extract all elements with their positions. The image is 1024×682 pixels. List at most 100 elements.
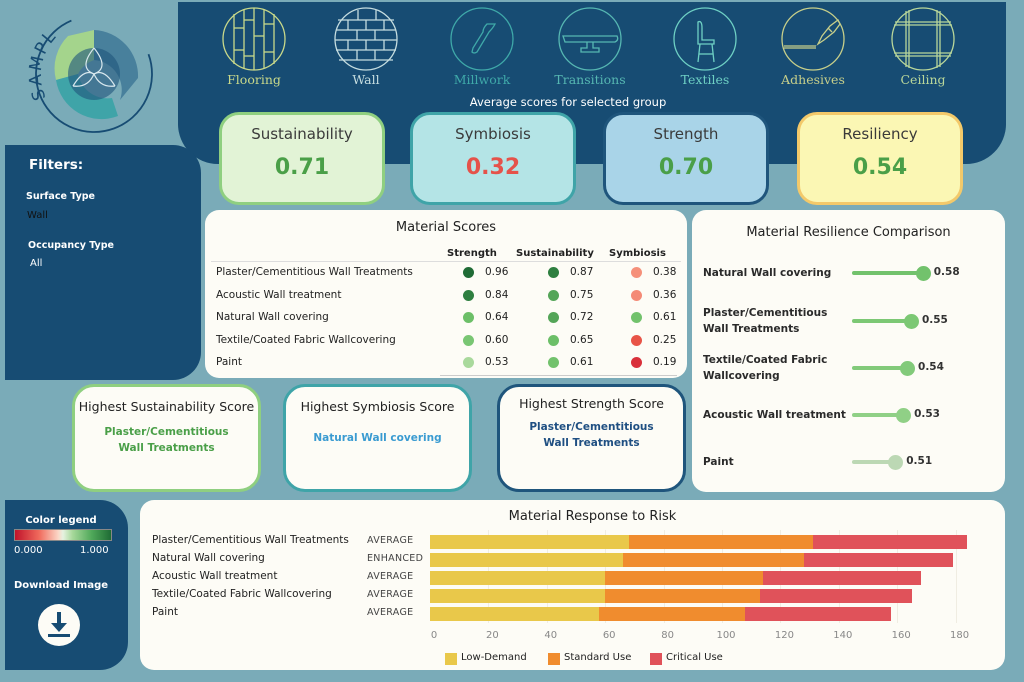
sustainability-value: 0.72: [570, 311, 594, 323]
category-flooring[interactable]: Flooring: [214, 6, 294, 87]
category-label: Flooring: [227, 72, 281, 87]
chair-icon: [673, 7, 737, 71]
sustainability-value: 0.65: [570, 333, 594, 346]
material-name: Textile/Coated Fabric Wallcovering: [216, 333, 396, 346]
flooring-icon: [222, 7, 286, 71]
category-ceiling[interactable]: Ceiling: [883, 6, 963, 87]
color-legend-title: Color legend: [25, 515, 97, 526]
color-legend-panel: Color legend 0.000 1.000 Download Image: [5, 500, 128, 670]
sampl-logo: SAMPL: [26, 8, 158, 133]
strength-dot: [463, 267, 474, 278]
strength-dot: [463, 334, 474, 346]
legend-label: Critical Use: [666, 652, 723, 663]
material-name: Natural Wall covering: [216, 311, 329, 323]
category-textiles[interactable]: Textiles: [665, 6, 745, 87]
sustainability-dot: [548, 267, 559, 278]
column-header-symbiosis: Symbiosis: [609, 248, 666, 259]
sustainability-value: 0.61: [570, 356, 594, 368]
material-resilience-panel: Material Resilience Comparison Natural W…: [692, 210, 1005, 492]
x-tick-label: 20: [486, 630, 499, 641]
download-icon: [48, 612, 70, 637]
material-scores-panel: Material Scores Strength Sustainability …: [205, 210, 687, 378]
risk-level-label: AVERAGE: [367, 589, 414, 600]
resilience-value: 0.55: [921, 314, 948, 326]
symbiosis-score-card: Symbiosis 0.32: [410, 112, 576, 205]
resilience-value: 0.53: [914, 408, 940, 420]
sustainability-dot: [548, 334, 559, 346]
category-label: Ceiling: [900, 72, 946, 87]
bar-segment-critical-use: [745, 607, 892, 621]
strength-value: 0.53: [485, 356, 509, 368]
risk-category-label: Textile/Coated Fabric Wallcovering: [152, 588, 332, 600]
download-button[interactable]: [38, 604, 80, 646]
risk-category-label: Plaster/Cementitious Wall Treatments: [152, 534, 349, 546]
category-adhesives[interactable]: Adhesives: [773, 6, 853, 87]
resilience-value: 0.54: [918, 361, 944, 373]
x-tick-label: 140: [833, 630, 853, 641]
table-row: Textile/Coated Fabric Wallcovering 0.60 0.…: [216, 330, 687, 352]
strength-dot: [463, 312, 474, 323]
category-wall[interactable]: Wall: [326, 6, 406, 87]
bar-segment-standard-use: [622, 553, 804, 567]
symbiosis-value: 0.36: [653, 288, 677, 301]
risk-level-label: AVERAGE: [367, 571, 414, 582]
x-tick-label: 40: [544, 630, 558, 641]
resilience-bar: [852, 413, 904, 417]
sustainability-value: 0.87: [570, 266, 594, 278]
resilience-title: Material Resilience Comparison: [746, 225, 951, 240]
score-card-value: 0.70: [658, 155, 714, 180]
table-row: Acoustic Wall treatment 0.84 0.75 0.36: [216, 285, 687, 307]
score-card-label: Sustainability: [251, 125, 353, 143]
highest-sustainability-card: Highest Sustainability Score Plaster/Cem…: [72, 384, 261, 492]
occupancy-type-select[interactable]: All: [30, 258, 43, 269]
risk-level-label: AVERAGE: [367, 607, 414, 618]
symbiosis-value: 0.38: [653, 266, 677, 278]
strength-value: 0.96: [485, 266, 509, 278]
highest-card-title: Highest Strength Score: [519, 396, 664, 411]
table-row: Plaster/Cementitious Wall Treatments 0.96…: [216, 262, 687, 284]
resiliency-score-card: Resiliency 0.54: [797, 112, 963, 205]
material-name: Paint: [216, 356, 242, 368]
resilience-value: 0.58: [933, 266, 960, 278]
bar-segment-low-demand: [430, 535, 629, 549]
highest-strength-card: Highest Strength Score Plaster/Cementiti…: [497, 384, 686, 492]
symbiosis-value: 0.61: [653, 311, 677, 323]
score-card-label: Strength: [653, 125, 719, 143]
header-divider: [211, 261, 681, 262]
highest-card-value: Natural Wall covering: [313, 432, 442, 444]
highest-card-title: Highest Sustainability Score: [78, 399, 255, 414]
bar-segment-low-demand: [430, 589, 606, 603]
resilience-bar: [852, 271, 923, 275]
highest-symbiosis-card: Highest Symbiosis Score Natural Wall cov…: [283, 384, 472, 492]
grid-line: [955, 530, 957, 623]
resilience-material-name: Acoustic Wall treatment: [703, 409, 846, 421]
resilience-material-name: Plaster/Cementitious Wall Treatments: [703, 307, 828, 335]
category-transitions[interactable]: Transitions: [550, 6, 630, 87]
category-label: Textiles: [680, 72, 730, 87]
filters-title: Filters:: [29, 157, 84, 173]
column-header-sustainability: Sustainability: [516, 248, 594, 259]
category-millwork[interactable]: Millwork: [442, 6, 522, 87]
legend-swatch: [548, 653, 560, 665]
risk-level-label: AVERAGE: [367, 535, 414, 546]
legend-swatch: [650, 653, 662, 665]
x-tick-label: 160: [891, 630, 911, 641]
resilience-marker: [900, 360, 916, 376]
bar-segment-standard-use: [605, 571, 763, 585]
risk-level-label: ENHANCED: [367, 553, 424, 564]
strength-value: 0.60: [485, 333, 509, 346]
strength-dot: [463, 289, 474, 301]
symbiosis-value: 0.19: [653, 356, 677, 368]
material-scores-title: Material Scores: [395, 220, 497, 235]
bar-segment-critical-use: [803, 553, 953, 567]
material-name: Acoustic Wall treatment: [216, 288, 342, 301]
surface-type-select[interactable]: Wall: [27, 210, 48, 221]
symbiosis-value: 0.25: [653, 333, 677, 346]
x-tick-label: 100: [716, 630, 736, 641]
resilience-marker: [903, 313, 919, 329]
chart-title: Material Response to Risk: [508, 509, 677, 524]
highest-card-title: Highest Symbiosis Score: [300, 399, 455, 414]
table-bottom-divider: [440, 375, 677, 376]
symbiosis-dot: [631, 312, 642, 323]
resilience-bar: [852, 366, 908, 370]
